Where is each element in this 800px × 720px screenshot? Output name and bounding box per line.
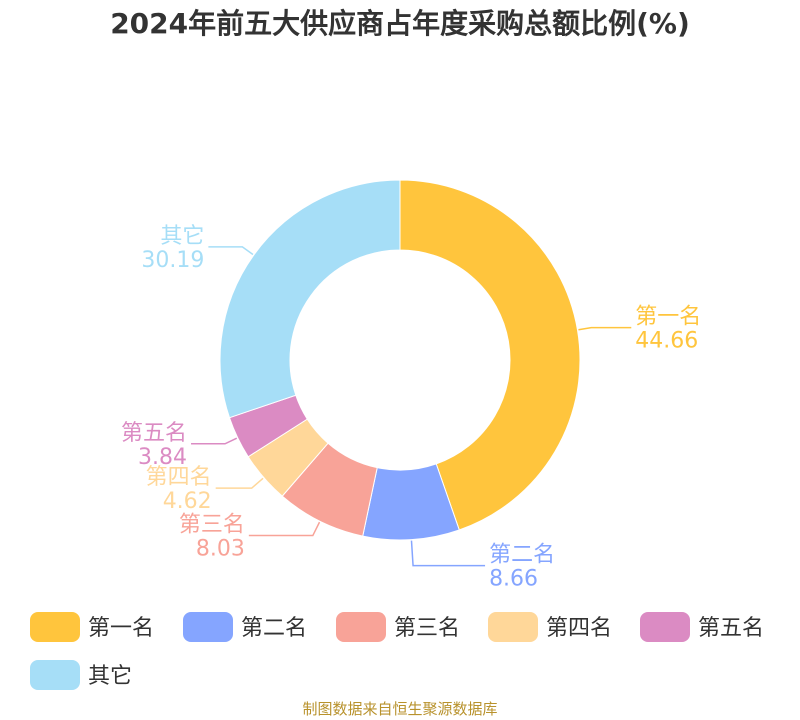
legend-swatch-6 — [30, 660, 80, 690]
legend-label-4: 第四名 — [546, 616, 612, 641]
source-note: 制图数据来自恒生聚源数据库 — [302, 700, 497, 718]
legend-swatch-2 — [183, 612, 233, 642]
legend-swatch-4 — [488, 612, 538, 642]
slice-name-label-4: 第四名 — [146, 465, 212, 490]
slice-name-label-6: 其它 — [160, 224, 204, 249]
pie-slices — [219, 179, 581, 541]
leader-line-5 — [191, 437, 238, 445]
legend-label-1: 第一名 — [88, 616, 154, 641]
legend-item-1[interactable]: 第一名 — [30, 612, 154, 642]
legend-label-3: 第三名 — [394, 616, 460, 641]
legend-label-6: 其它 — [88, 664, 132, 689]
pie-slice-6[interactable] — [219, 179, 401, 419]
leader-line-4 — [215, 477, 264, 489]
slice-value-label-2: 8.66 — [489, 567, 538, 592]
slice-name-label-5: 第五名 — [121, 421, 187, 446]
pie-slice-1[interactable] — [399, 179, 581, 531]
legend-label-2: 第二名 — [241, 616, 307, 641]
legend-swatch-3 — [336, 612, 386, 642]
legend-label-5: 第五名 — [698, 616, 764, 641]
slice-leader-lines — [191, 246, 632, 567]
leader-line-3 — [248, 521, 321, 537]
slice-value-label-6: 30.19 — [141, 248, 204, 273]
legend-swatch-1 — [30, 612, 80, 642]
slice-value-label-4: 4.62 — [163, 489, 212, 514]
slice-name-label-1: 第一名 — [635, 305, 701, 330]
slice-value-label-1: 44.66 — [635, 329, 698, 354]
leader-line-6 — [208, 246, 254, 256]
legend-item-4[interactable]: 第四名 — [488, 612, 612, 642]
slice-name-label-2: 第二名 — [489, 543, 555, 568]
slice-value-label-5: 3.84 — [138, 445, 187, 470]
leader-line-2 — [410, 540, 486, 567]
legend-item-5[interactable]: 第五名 — [640, 612, 764, 642]
slice-value-label-3: 8.03 — [196, 537, 245, 562]
legend-item-6[interactable]: 其它 — [30, 660, 132, 690]
leader-line-1 — [578, 326, 632, 331]
legend-swatch-5 — [640, 612, 690, 642]
chart-title: 2024年前五大供应商占年度采购总额比例(%) — [110, 7, 690, 40]
legend-item-3[interactable]: 第三名 — [336, 612, 460, 642]
legend-item-2[interactable]: 第二名 — [183, 612, 307, 642]
slice-name-label-3: 第三名 — [179, 513, 245, 538]
